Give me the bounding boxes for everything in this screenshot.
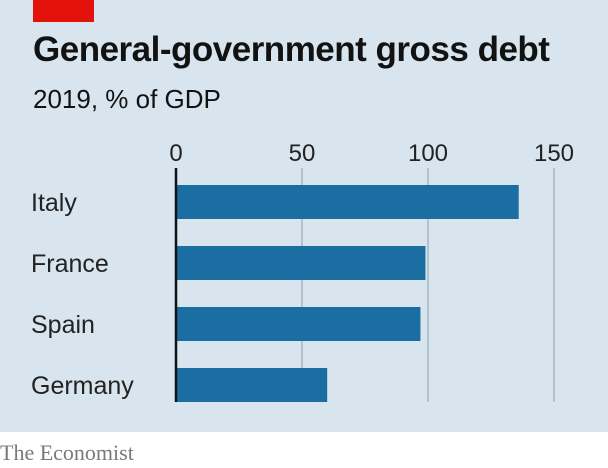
chart-subtitle: 2019, % of GDP — [33, 84, 221, 114]
bar — [176, 246, 426, 280]
chart-card: General-government gross debt 2019, % of… — [0, 0, 608, 432]
bar — [176, 307, 421, 341]
chart-title: General-government gross debt — [33, 30, 550, 69]
category-label: France — [31, 250, 109, 278]
x-tick-label: 0 — [169, 140, 182, 167]
x-tick-label: 50 — [289, 140, 316, 167]
source-credit: The Economist — [0, 440, 134, 465]
x-tick-label: 100 — [408, 140, 448, 167]
category-label: Spain — [31, 311, 95, 339]
x-tick-label: 150 — [534, 140, 574, 167]
category-label: Germany — [31, 372, 134, 400]
brand-tag — [33, 0, 94, 22]
bar — [176, 368, 328, 402]
bar-chart: 0 50 100 150 Italy France Spain Germany — [31, 140, 574, 402]
bar — [176, 185, 519, 219]
category-label: Italy — [31, 189, 77, 217]
